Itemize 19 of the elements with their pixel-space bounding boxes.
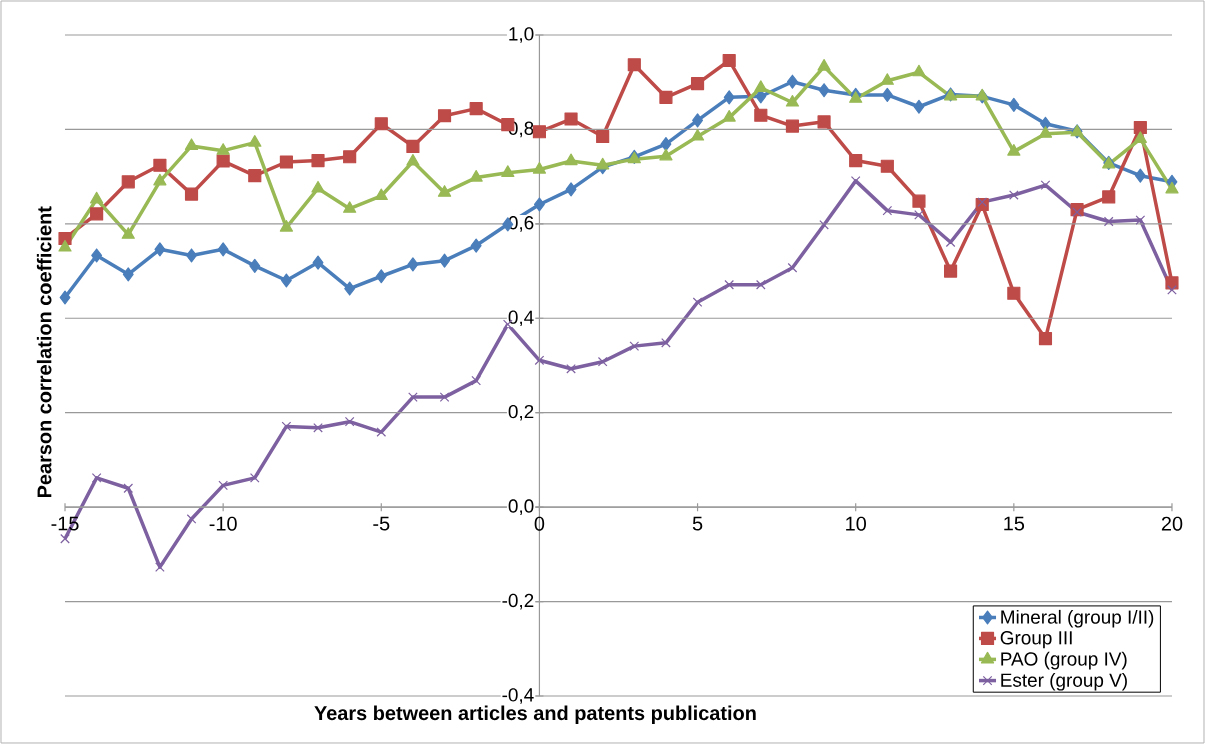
x-tick-label: 5	[692, 516, 703, 531]
y-tick-label: 1,0	[509, 27, 534, 43]
x-axis-title: Years between articles and patents publication	[314, 705, 756, 725]
x-tick-label: -5	[373, 516, 390, 531]
x-tick-label: 20	[1161, 516, 1183, 531]
y-tick-label: -0,4	[502, 688, 534, 704]
y-tick-label: 0,4	[508, 310, 534, 327]
x-tick-label: -10	[209, 516, 237, 531]
y-tick-label: 0,0	[508, 499, 534, 515]
y-axis-title: Pearson correlation coefficient	[36, 206, 52, 498]
legend-label: Ester (group V)	[1001, 672, 1127, 691]
y-tick-label: -0,2	[502, 593, 534, 610]
legend-label: Group III	[1000, 631, 1072, 649]
legend-label: Mineral (group I/II)	[1001, 609, 1154, 628]
x-tick-label: 0	[534, 516, 545, 531]
legend-label: PAO (group IV)	[1001, 651, 1127, 670]
x-tick-label: 10	[846, 516, 866, 531]
x-tick-label: 15	[1004, 516, 1025, 531]
y-tick-label: 0,2	[508, 404, 534, 421]
